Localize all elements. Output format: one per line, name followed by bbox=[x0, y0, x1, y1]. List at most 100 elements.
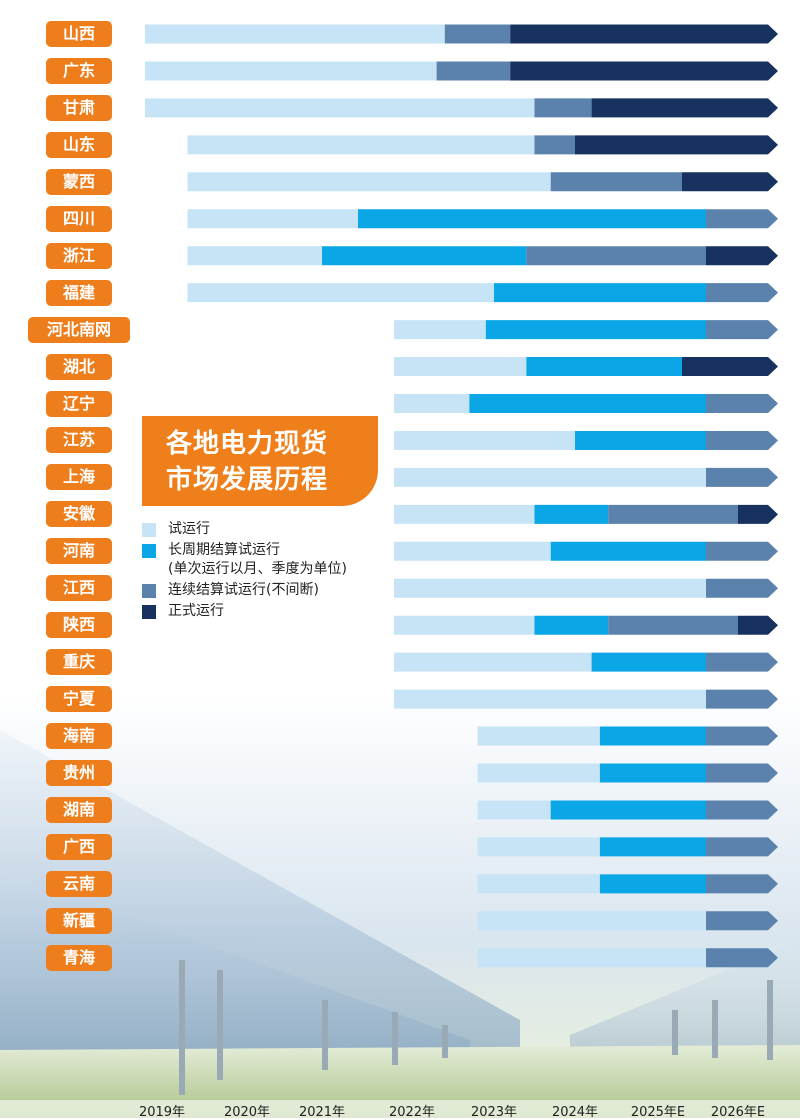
bar-row-湖南 bbox=[477, 800, 778, 820]
bar-segment-continuous bbox=[706, 874, 778, 894]
bar-segment-trial bbox=[394, 467, 706, 487]
x-tick-label: 2020年 bbox=[223, 1105, 271, 1120]
bar-segment-continuous bbox=[608, 504, 738, 524]
chart-title-line-2: 市场发展历程 bbox=[166, 465, 329, 495]
province-label: 江苏 bbox=[46, 427, 112, 454]
bar-segment-trial bbox=[187, 172, 551, 192]
bar-segment-long-cycle bbox=[550, 541, 706, 561]
province-label: 青海 bbox=[46, 944, 112, 971]
bar-segment-continuous bbox=[534, 98, 592, 118]
solar-panel-background bbox=[0, 730, 800, 1100]
bar-segment-trial bbox=[394, 357, 527, 377]
bar-segment-trial bbox=[477, 874, 600, 894]
bar-segment-long-cycle bbox=[534, 504, 609, 524]
bar-segment-trial bbox=[477, 837, 600, 857]
right-panel-row bbox=[570, 940, 800, 1050]
bar-segment-continuous bbox=[706, 726, 778, 746]
bar-segment-formal bbox=[682, 172, 778, 192]
x-tick-label: 2019年 bbox=[138, 1105, 186, 1120]
bar-row-江西 bbox=[394, 578, 778, 598]
x-tick-label: 2021年 bbox=[298, 1105, 346, 1120]
legend-item-continuous: 连续结算试运行(不间断) bbox=[142, 581, 422, 600]
bar-segment-formal bbox=[706, 246, 778, 266]
bar-segment-long-cycle bbox=[591, 652, 706, 672]
province-label: 上海 bbox=[46, 464, 112, 491]
bar-row-蒙西 bbox=[187, 172, 778, 192]
province-label: 甘肃 bbox=[46, 94, 112, 121]
bar-segment-long-cycle bbox=[534, 615, 609, 635]
x-tick-label: 2023年 bbox=[470, 1105, 518, 1120]
bar-row-山西 bbox=[145, 24, 778, 44]
province-label: 山东 bbox=[46, 131, 112, 158]
bar-row-四川 bbox=[187, 209, 778, 229]
province-label-column: 山西 广东 甘肃 山东 蒙西 四川 浙江 福建 河北南网 湖北 辽宁 江苏 上海 安徽 河南 江西 陕西 重庆 宁夏… bbox=[0, 0, 140, 1000]
bar-segment-continuous bbox=[706, 541, 778, 561]
province-label: 海南 bbox=[46, 723, 112, 750]
bar-segment-continuous bbox=[706, 948, 778, 968]
bar-segment-trial bbox=[187, 246, 322, 266]
bar-segment-trial bbox=[394, 689, 706, 709]
bar-row-辽宁 bbox=[394, 394, 778, 413]
province-label: 福建 bbox=[46, 279, 112, 306]
legend-note-long-cycle: (单次运行以月、季度为单位) bbox=[168, 561, 347, 577]
bar-segment-trial bbox=[477, 800, 551, 820]
x-tick-label: 2025年E bbox=[630, 1105, 686, 1120]
bar-segment-long-cycle bbox=[469, 394, 706, 413]
bar-segment-formal bbox=[510, 24, 778, 44]
bar-row-山东 bbox=[187, 135, 778, 155]
bar-segment-continuous bbox=[706, 837, 778, 857]
bar-segment-continuous bbox=[706, 763, 778, 783]
bar-segment-formal bbox=[738, 615, 778, 635]
province-label: 河北南网 bbox=[28, 316, 130, 343]
bar-segment-continuous bbox=[534, 135, 575, 155]
province-label: 宁夏 bbox=[46, 686, 112, 713]
bar-segment-continuous bbox=[706, 689, 778, 709]
province-label: 山西 bbox=[46, 21, 112, 47]
province-label: 四川 bbox=[46, 205, 112, 232]
bar-segment-continuous bbox=[706, 800, 778, 820]
bar-row-重庆 bbox=[394, 652, 778, 672]
bar-segment-trial bbox=[145, 98, 535, 118]
bar-segment-trial bbox=[394, 430, 575, 450]
bar-segment-continuous bbox=[526, 246, 706, 266]
legend: 试运行 长周期结算试运行 (单次运行以月、季度为单位) 连续结算试运行(不间断)… bbox=[142, 520, 422, 623]
bar-segment-trial bbox=[187, 209, 358, 229]
province-label: 广东 bbox=[46, 57, 112, 84]
bar-segment-continuous bbox=[436, 61, 511, 81]
bar-segment-formal bbox=[510, 61, 778, 81]
bar-segment-trial bbox=[394, 394, 470, 413]
province-label: 安徽 bbox=[46, 501, 112, 528]
bar-segment-formal bbox=[575, 135, 778, 155]
bar-segment-continuous bbox=[706, 652, 778, 672]
bar-segment-continuous bbox=[706, 578, 778, 598]
legend-label-long-cycle: 长周期结算试运行 bbox=[168, 542, 280, 558]
bar-segment-formal bbox=[591, 98, 778, 118]
bar-segment-formal bbox=[682, 357, 778, 377]
bar-segment-trial bbox=[394, 541, 551, 561]
province-label: 贵州 bbox=[46, 760, 112, 786]
bar-segment-trial bbox=[394, 615, 535, 635]
bar-row-贵州 bbox=[477, 763, 778, 783]
bar-row-宁夏 bbox=[394, 689, 778, 709]
bar-segment-continuous bbox=[706, 911, 778, 931]
bar-segment-trial bbox=[394, 320, 486, 340]
bar-row-青海 bbox=[477, 948, 778, 968]
bar-segment-long-cycle bbox=[599, 874, 706, 894]
bar-segment-long-cycle bbox=[526, 357, 682, 377]
bar-segment-trial bbox=[477, 911, 706, 931]
bar-segment-long-cycle bbox=[358, 209, 706, 229]
province-label: 陕西 bbox=[46, 612, 112, 639]
bar-segment-continuous bbox=[608, 615, 738, 635]
x-tick-label: 2026年E bbox=[710, 1105, 766, 1120]
bar-segment-long-cycle bbox=[599, 837, 706, 857]
chart-title-box: 各地电力现货 市场发展历程 bbox=[142, 416, 378, 506]
bar-segment-long-cycle bbox=[599, 763, 706, 783]
legend-item-formal: 正式运行 bbox=[142, 602, 422, 621]
province-label: 浙江 bbox=[46, 242, 112, 269]
x-tick-label: 2024年 bbox=[551, 1105, 599, 1120]
bar-segment-formal bbox=[738, 504, 778, 524]
bar-segment-continuous bbox=[550, 172, 682, 192]
bar-row-海南 bbox=[477, 726, 778, 746]
province-label: 重庆 bbox=[46, 649, 112, 676]
